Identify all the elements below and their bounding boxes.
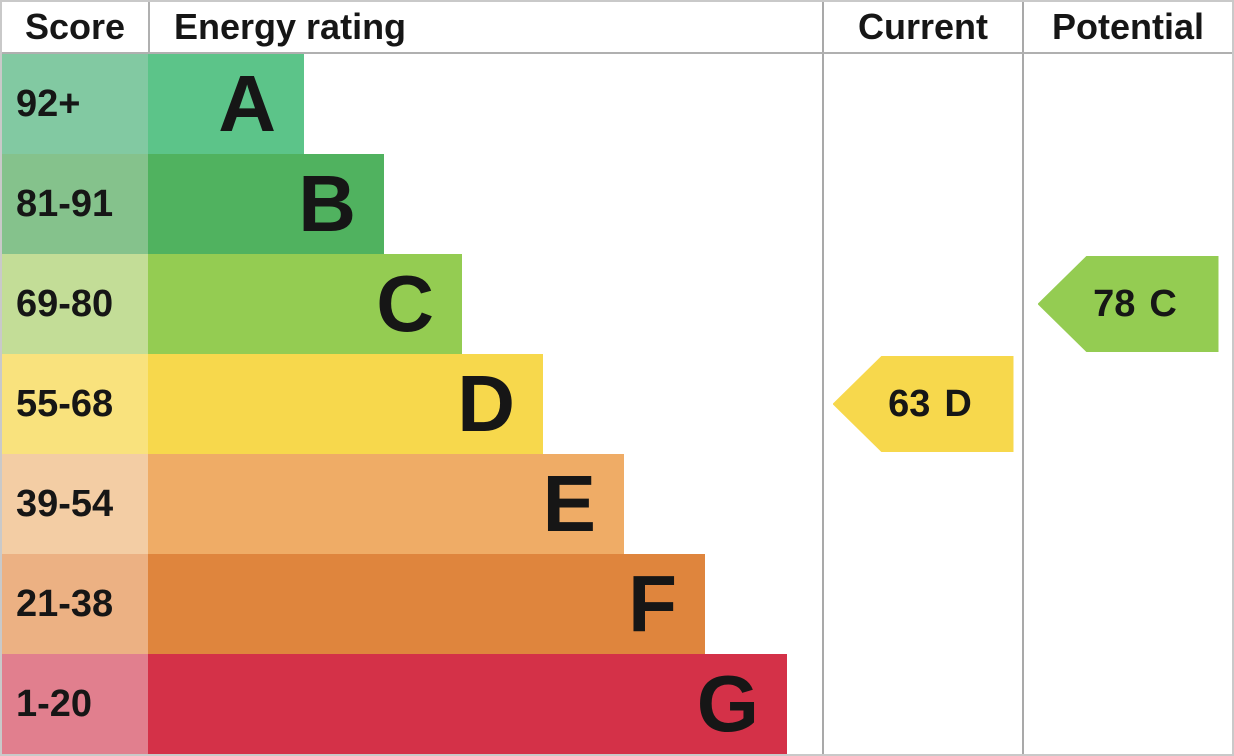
current-cell	[822, 54, 1022, 154]
score-cell: 21-38	[2, 554, 148, 654]
current-cell	[822, 154, 1022, 254]
score-cell: 81-91	[2, 154, 148, 254]
potential-rating-arrow-value: 78	[1093, 282, 1136, 325]
score-range-label: 81-91	[16, 182, 114, 225]
band-row: 69-80 C 78 C	[2, 254, 1232, 354]
potential-rating-arrow-band: C	[1149, 282, 1177, 325]
potential-rating-arrow: 78 C	[1037, 256, 1219, 352]
band-row: 81-91 B	[2, 154, 1232, 254]
potential-cell	[1022, 454, 1232, 554]
potential-cell	[1022, 54, 1232, 154]
rating-letter: C	[376, 259, 434, 348]
band-row: 39-54 E	[2, 454, 1232, 554]
bar-area: B	[148, 154, 822, 254]
current-cell	[822, 454, 1022, 554]
rating-letter: G	[696, 659, 759, 748]
header-potential: Potential	[1022, 2, 1232, 52]
rating-letter: B	[298, 159, 356, 248]
score-range-label: 21-38	[16, 582, 114, 625]
score-cell: 39-54	[2, 454, 148, 554]
current-rating-arrow-band: D	[944, 382, 972, 425]
bands-container: 92+ A 81-91 B 69-80 C 78	[2, 54, 1232, 754]
rating-bar: D	[148, 354, 543, 454]
header-energy-rating: Energy rating	[148, 2, 822, 52]
current-cell	[822, 654, 1022, 754]
band-row: 55-68 D 63 D	[2, 354, 1232, 454]
score-cell: 1-20	[2, 654, 148, 754]
header-current: Current	[822, 2, 1022, 52]
score-range-label: 92+	[16, 82, 81, 125]
potential-cell: 78 C	[1022, 254, 1232, 354]
potential-cell	[1022, 654, 1232, 754]
rating-bar: G	[148, 654, 787, 754]
current-rating-arrow-value: 63	[888, 382, 931, 425]
rating-bar: B	[148, 154, 384, 254]
band-row: 1-20 G	[2, 654, 1232, 754]
header-score: Score	[24, 6, 126, 47]
score-range-label: 55-68	[16, 382, 114, 425]
bar-area: C	[148, 254, 822, 354]
score-cell: 92+	[2, 54, 148, 154]
score-range-label: 39-54	[16, 482, 114, 525]
score-range-label: 69-80	[16, 282, 114, 325]
rating-letter: F	[628, 559, 677, 648]
band-row: 92+ A	[2, 54, 1232, 154]
potential-cell	[1022, 154, 1232, 254]
rating-bar: A	[148, 54, 304, 154]
score-cell: 55-68	[2, 354, 148, 454]
potential-cell	[1022, 354, 1232, 454]
rating-letter: D	[457, 359, 515, 448]
current-cell: 63 D	[822, 354, 1022, 454]
rating-letter: E	[542, 459, 596, 548]
band-row: 21-38 F	[2, 554, 1232, 654]
rating-bar: E	[148, 454, 624, 554]
bar-area: G	[148, 654, 822, 754]
rating-letter: A	[218, 59, 276, 148]
bar-area: F	[148, 554, 822, 654]
current-rating-arrow: 63 D	[832, 356, 1014, 452]
score-cell: 69-80	[2, 254, 148, 354]
current-cell	[822, 554, 1022, 654]
rating-bar: F	[148, 554, 705, 654]
bar-area: E	[148, 454, 822, 554]
header-row: Score Energy rating Current Potential	[2, 2, 1232, 54]
potential-cell	[1022, 554, 1232, 654]
bar-area: A	[148, 54, 822, 154]
current-cell	[822, 254, 1022, 354]
bar-area: D	[148, 354, 822, 454]
rating-bar: C	[148, 254, 462, 354]
score-range-label: 1-20	[16, 682, 93, 725]
